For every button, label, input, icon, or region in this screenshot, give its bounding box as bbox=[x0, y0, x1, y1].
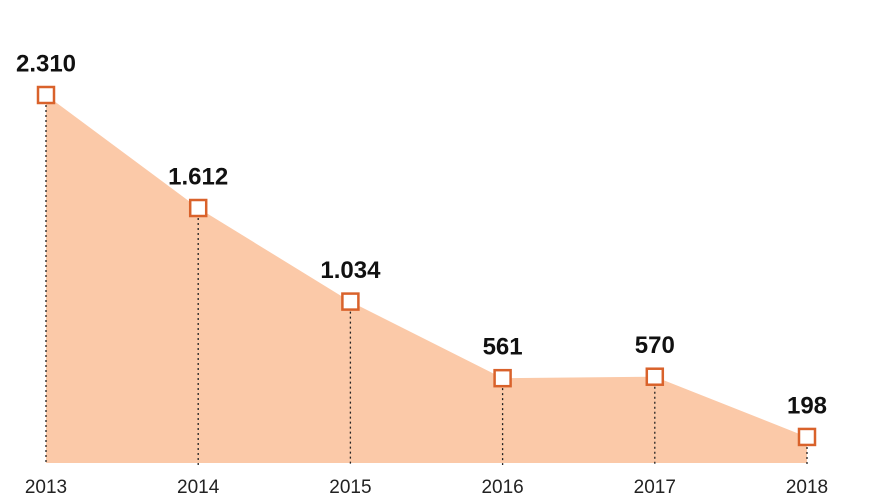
x-tick-label: 2013 bbox=[25, 477, 67, 495]
x-tick-label: 2017 bbox=[634, 477, 676, 495]
x-tick-label: 2014 bbox=[177, 477, 220, 495]
value-label: 570 bbox=[635, 332, 675, 359]
marker bbox=[797, 427, 817, 447]
marker bbox=[493, 368, 512, 388]
marker bbox=[188, 198, 208, 218]
x-tick-label: 2016 bbox=[481, 477, 523, 495]
marker bbox=[341, 292, 360, 311]
marker bbox=[36, 85, 56, 105]
value-label: 1.612 bbox=[168, 163, 228, 190]
value-label: 1.034 bbox=[320, 257, 381, 284]
value-label: 561 bbox=[483, 334, 523, 361]
x-tick-label: 2018 bbox=[786, 477, 828, 495]
value-label: 2.310 bbox=[16, 50, 76, 77]
x-tick-label: 2015 bbox=[329, 477, 371, 495]
value-label: 198 bbox=[787, 392, 827, 419]
area bbox=[46, 95, 807, 463]
marker bbox=[645, 367, 665, 386]
